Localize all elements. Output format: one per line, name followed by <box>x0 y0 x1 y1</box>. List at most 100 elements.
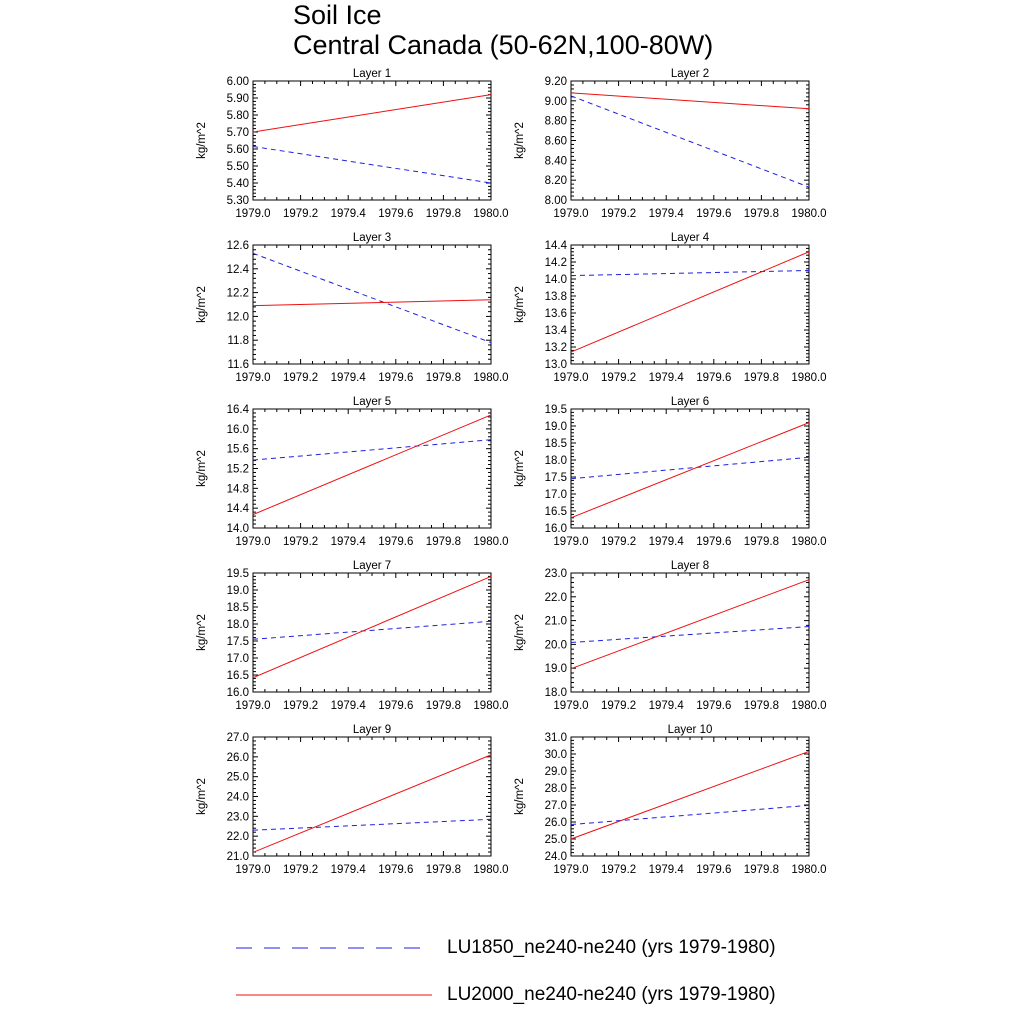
panel-title: Layer 3 <box>353 232 391 244</box>
x-tick-label: 1979.4 <box>649 208 685 220</box>
y-tick-label: 11.8 <box>227 335 249 347</box>
x-tick-label: 1979.2 <box>601 536 636 548</box>
x-tick-label: 1980.0 <box>473 864 508 876</box>
y-tick-label: 26.0 <box>227 752 249 764</box>
y-tick-label: 23.0 <box>545 568 567 580</box>
y-tick-label: 8.40 <box>545 155 567 167</box>
y-tick-label: 13.6 <box>545 308 567 320</box>
panel-6: 1979.0 1979.2 1979.4 1979.6 1979.8 1980.0 16.0… <box>514 396 827 548</box>
x-tick-label: 1979.8 <box>426 864 461 876</box>
y-tick-label: 6.00 <box>227 76 249 88</box>
series-line-lu2000 <box>252 754 492 853</box>
plot-frame <box>252 80 492 201</box>
x-tick-label: 1980.0 <box>473 208 508 220</box>
y-tick-label: 14.4 <box>545 240 568 252</box>
series-line-lu1850 <box>252 818 492 831</box>
x-tick-label: 1979.4 <box>649 536 685 548</box>
x-tick-label: 1980.0 <box>791 864 826 876</box>
x-tick-label: 1979.4 <box>331 536 367 548</box>
panel-7: 1979.0 1979.2 1979.4 1979.6 1979.8 1980.0 16.0… <box>196 560 509 712</box>
plot-frame <box>570 572 810 693</box>
y-tick-label: 16.0 <box>227 687 249 699</box>
y-tick-label: 12.4 <box>227 264 250 276</box>
x-tick-label: 1979.8 <box>744 864 779 876</box>
series-line-lu2000 <box>252 94 492 133</box>
y-tick-label: 5.60 <box>227 144 249 156</box>
y-axis-label: kg/m^2 <box>196 614 208 651</box>
x-tick-label: 1979.4 <box>331 700 367 712</box>
plot-frame <box>570 244 810 365</box>
y-tick-label: 8.20 <box>545 175 567 187</box>
y-tick-label: 25.0 <box>227 772 249 784</box>
y-tick-label: 5.90 <box>227 93 249 105</box>
x-tick-label: 1980.0 <box>791 700 826 712</box>
x-tick-label: 1979.0 <box>553 700 588 712</box>
x-tick-label: 1979.6 <box>378 372 413 384</box>
series-line-lu2000 <box>252 299 492 307</box>
x-tick-label: 1979.8 <box>426 208 461 220</box>
y-tick-label: 18.5 <box>227 602 249 614</box>
y-tick-label: 15.2 <box>227 464 249 476</box>
x-tick-label: 1979.6 <box>378 536 413 548</box>
y-axis-label: kg/m^2 <box>196 122 208 159</box>
panel-8: 1979.0 1979.2 1979.4 1979.6 1979.8 1980.0 18.0… <box>514 560 827 712</box>
x-tick-label: 1979.8 <box>744 700 779 712</box>
series-line-lu1850 <box>570 270 810 277</box>
y-axis-label: kg/m^2 <box>514 122 526 159</box>
y-tick-label: 13.4 <box>545 325 568 337</box>
series-line-lu2000 <box>570 251 810 353</box>
y-tick-label: 24.0 <box>227 792 249 804</box>
y-tick-label: 19.0 <box>545 663 567 675</box>
panel-1: 1979.0 1979.2 1979.4 1979.6 1979.8 1980.0 5.30… <box>196 68 509 220</box>
x-tick-label: 1979.0 <box>235 536 270 548</box>
y-tick-label: 14.0 <box>545 274 567 286</box>
y-tick-label: 19.0 <box>227 585 249 597</box>
x-tick-label: 1980.0 <box>791 208 826 220</box>
x-tick-label: 1979.6 <box>378 208 413 220</box>
y-tick-label: 12.2 <box>227 288 249 300</box>
x-tick-label: 1980.0 <box>473 372 508 384</box>
x-tick-label: 1979.0 <box>553 208 588 220</box>
y-tick-label: 5.50 <box>227 161 249 173</box>
y-tick-label: 12.0 <box>227 311 249 323</box>
x-tick-label: 1979.6 <box>696 536 731 548</box>
panel-title: Layer 8 <box>671 560 709 572</box>
y-axis-label: kg/m^2 <box>196 450 208 487</box>
y-tick-label: 11.6 <box>227 359 249 371</box>
plot-frame <box>570 736 810 857</box>
y-axis-label: kg/m^2 <box>514 614 526 651</box>
y-tick-label: 8.80 <box>545 116 567 128</box>
y-tick-label: 9.20 <box>545 76 567 88</box>
series-line-lu1850 <box>570 95 810 188</box>
x-tick-label: 1979.4 <box>331 208 367 220</box>
x-tick-label: 1979.6 <box>696 864 731 876</box>
x-tick-label: 1980.0 <box>791 372 826 384</box>
plot-frame <box>570 80 810 201</box>
panel-title: Layer 2 <box>671 68 709 80</box>
x-tick-label: 1979.2 <box>601 372 636 384</box>
figure-title-block: Soil Ice Central Canada (50-62N,100-80W) <box>293 0 713 60</box>
y-tick-label: 5.40 <box>227 178 249 190</box>
y-tick-label: 29.0 <box>545 766 567 778</box>
y-tick-label: 16.0 <box>227 424 249 436</box>
y-tick-label: 18.0 <box>227 619 249 631</box>
x-tick-label: 1979.2 <box>283 536 318 548</box>
y-tick-label: 18.5 <box>545 438 567 450</box>
x-tick-label: 1979.0 <box>553 372 588 384</box>
series-line-lu2000 <box>252 575 492 679</box>
y-tick-label: 14.4 <box>227 503 250 515</box>
y-tick-label: 12.6 <box>227 240 249 252</box>
x-tick-label: 1979.8 <box>744 208 779 220</box>
x-tick-label: 1979.8 <box>426 372 461 384</box>
y-tick-label: 18.0 <box>545 455 567 467</box>
panel-9: 1979.0 1979.2 1979.4 1979.6 1979.8 1980.0 21.0… <box>196 724 509 876</box>
y-tick-label: 21.0 <box>545 616 567 628</box>
panel-title: Layer 10 <box>668 724 713 736</box>
y-tick-label: 20.0 <box>545 639 567 651</box>
series-line-lu1850 <box>252 439 492 461</box>
y-axis-label: kg/m^2 <box>196 778 208 815</box>
y-tick-label: 13.2 <box>545 342 567 354</box>
x-tick-label: 1979.2 <box>601 864 636 876</box>
panel-title: Layer 6 <box>671 396 709 408</box>
x-tick-label: 1979.6 <box>378 700 413 712</box>
